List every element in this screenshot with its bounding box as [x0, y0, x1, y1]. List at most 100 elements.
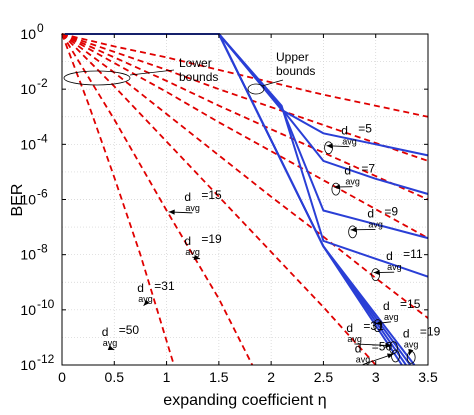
annotation-base: d: [102, 325, 109, 339]
y-tick-label: 10: [20, 302, 36, 318]
x-tick-label: 2.5: [314, 369, 334, 385]
annotation-base: d: [341, 124, 348, 138]
y-axis-title: BER: [9, 184, 26, 217]
x-tick-label: 1: [163, 369, 171, 385]
y-tick-label: 10: [20, 247, 36, 263]
annotation-arrowhead-ub-7: [333, 184, 340, 190]
lower-bound-line-davg-9: [61, 33, 429, 201]
annotation-sub-ub-50: avg: [356, 355, 371, 365]
x-tick-label: 3: [372, 369, 380, 385]
annotation-value-ub-31: =31: [363, 319, 384, 333]
annotation-value-ub-11: =11: [403, 247, 423, 261]
annotation-value-ub-9: =9: [384, 204, 398, 218]
annotation-base: d: [346, 321, 353, 335]
annotation-base: d: [386, 249, 393, 263]
y-tick-base: 10: [20, 302, 36, 318]
y-tick-base: 10: [20, 357, 36, 373]
y-tick-base: 10: [20, 81, 36, 97]
annotation-sub-lb-50: avg: [103, 338, 118, 348]
y-tick-exponent: -4: [37, 131, 48, 145]
y-tick-base: 10: [20, 192, 36, 208]
y-tick-label: 10: [20, 26, 36, 42]
annotation-base: d: [355, 342, 362, 356]
annotation-arrowhead-lb-19: [193, 254, 201, 260]
x-tick-label: 0: [58, 369, 66, 385]
y-tick-label: 10: [20, 192, 36, 208]
x-tick-label: 0.5: [105, 369, 125, 385]
annotations: davg=5davg=7davg=9davg=11davg=15davg=31d…: [102, 122, 441, 366]
annotation-arrowhead-lb-15: [168, 209, 175, 215]
annotation-value-ub-50: =50: [372, 340, 393, 354]
annotation-ellipse-ub-11: [371, 268, 381, 281]
lower-bound-line-davg-5: [61, 33, 429, 118]
annotation-base: d: [344, 164, 351, 178]
annotation-value-lb-15: =15: [201, 188, 222, 202]
x-tick-label: 3.5: [418, 369, 438, 385]
lower-bound-line-davg-7: [61, 33, 429, 162]
annotation-value-ub-19: =19: [420, 324, 441, 338]
y-tick-label: 10: [20, 357, 36, 373]
annotation-lb-50: d: [102, 325, 109, 339]
annotation-sub-ub-11: avg: [387, 262, 402, 272]
annotation-value-lb-50: =50: [119, 323, 140, 337]
x-tick-label: 2: [267, 369, 275, 385]
upper-bounds-label-2: bounds: [276, 64, 315, 78]
annotation-sub-lb-15: avg: [185, 203, 200, 213]
y-tick-exponent: -2: [37, 76, 48, 90]
annotation-base: d: [137, 281, 144, 295]
annotation-arrowhead-ub-9: [350, 227, 357, 233]
annotation-ub-50: d: [355, 342, 362, 356]
annotation-sub-lb-31: avg: [138, 294, 153, 304]
x-axis-title: expanding coefficient η: [163, 392, 326, 409]
annotation-ellipse-ub-31: [388, 341, 398, 355]
x-axis-ticks: 0 0.5 1 1.5 2 2.5 3 3.5: [58, 34, 438, 385]
y-tick-exponent: 0: [37, 21, 44, 35]
annotation-value-lb-31: =31: [154, 279, 175, 293]
annotation-sub-ub-15: avg: [384, 312, 399, 322]
y-tick-base: 10: [20, 26, 36, 42]
annotation-ub-15: d: [383, 299, 390, 313]
annotation-base: d: [367, 206, 374, 220]
annotation-ellipse-ub-19: [406, 350, 416, 364]
lower-bounds-pointer: [129, 69, 175, 76]
upper-bounds-label-1: Upper: [276, 50, 309, 64]
annotation-ellipse-ub-7: [331, 182, 341, 196]
annotation-ub-11: d: [386, 249, 393, 263]
lower-bound-line-davg-19: [61, 33, 377, 366]
annotation-arrowhead-ub-5: [326, 143, 333, 149]
annotation-sub-ub-19: avg: [404, 339, 419, 349]
lower-bound-line-davg-50: [61, 33, 175, 366]
annotation-ub-19: d: [403, 326, 410, 340]
y-tick-exponent: -12: [37, 352, 55, 366]
annotation-ub-31: d: [346, 321, 353, 335]
annotation-arrowhead-ub-19: [408, 348, 414, 356]
annotation-value-ub-15: =15: [400, 297, 421, 311]
y-tick-exponent: -10: [37, 297, 55, 311]
annotation-ellipse-ub-50: [391, 349, 400, 363]
annotation-sub-ub-5: avg: [342, 137, 357, 147]
annotation-lb-15: d: [184, 190, 191, 204]
annotation-arrowhead-ub-11: [373, 269, 380, 276]
annotation-value-ub-7: =7: [361, 162, 375, 176]
y-tick-label: 10: [20, 136, 36, 152]
annotation-sub-ub-31: avg: [347, 334, 362, 344]
annotation-lb-31: d: [137, 281, 144, 295]
annotation-ellipse-ub-5: [324, 141, 333, 155]
lower-bound-line-davg-31: [61, 33, 254, 366]
annotation-lb-19: d: [184, 234, 191, 248]
annotation-ub-7: d: [344, 164, 351, 178]
annotation-ub-9: d: [367, 206, 374, 220]
x-tick-label: 1.5: [209, 369, 229, 385]
y-tick-base: 10: [20, 247, 36, 263]
lower-bounds-ellipse: [63, 70, 131, 86]
annotation-arrowhead-ub-31: [385, 342, 392, 348]
annotation-value-lb-19: =19: [201, 232, 222, 246]
y-tick-base: 10: [20, 136, 36, 152]
annotation-base: d: [383, 299, 390, 313]
y-tick-exponent: -6: [37, 187, 48, 201]
upper-bounds-pointer: [261, 79, 284, 87]
annotation-base: d: [184, 234, 191, 248]
y-tick-label: 10: [20, 81, 36, 97]
annotation-value-ub-5: =5: [358, 122, 372, 136]
annotation-ellipse-ub-15: [373, 319, 383, 333]
